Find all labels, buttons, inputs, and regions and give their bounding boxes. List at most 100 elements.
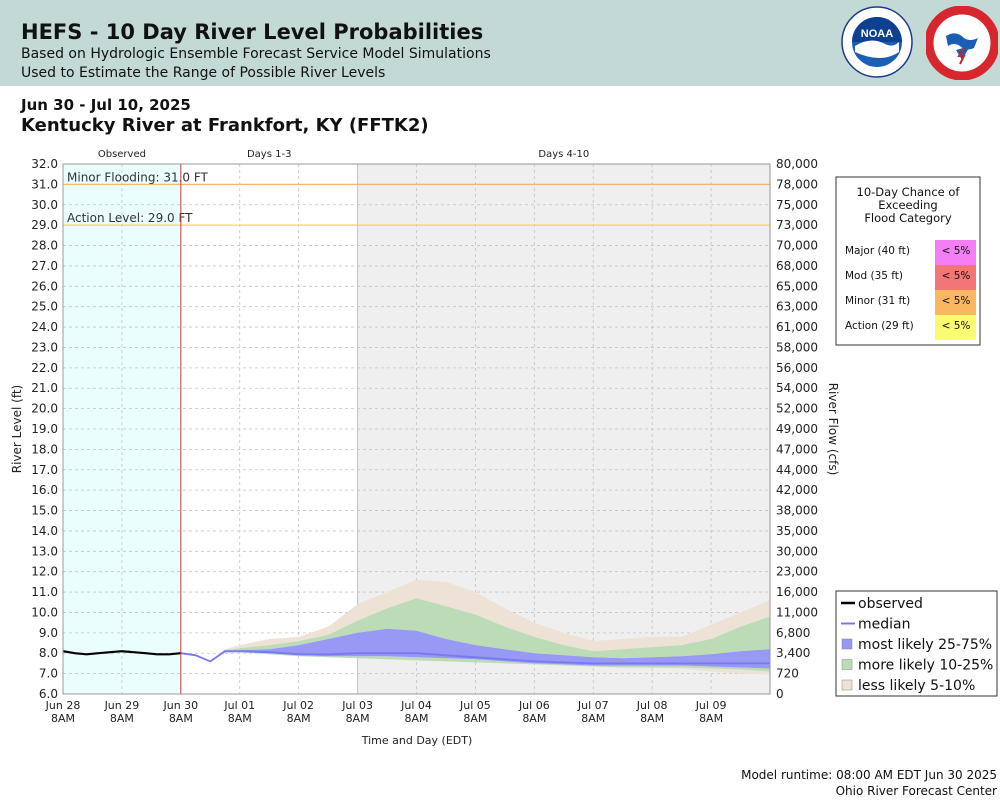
noaa-logo: NOAA xyxy=(841,6,913,78)
observed-line xyxy=(62,650,181,656)
section-label: Days 1-3 xyxy=(247,149,291,160)
y-tick-label: 16.0 xyxy=(31,483,58,497)
y-tick-label: 12.0 xyxy=(31,565,58,579)
y2-tick-label: 54,000 xyxy=(776,381,818,395)
y-tick-label: 19.0 xyxy=(31,422,58,436)
y2-tick-label: 49,000 xyxy=(776,422,818,436)
station-title: Kentucky River at Frankfort, KY (FFTK2) xyxy=(21,115,429,136)
y-tick-label: 14.0 xyxy=(31,524,58,538)
y-tick-label: 6.0 xyxy=(39,687,58,701)
y2-tick-label: 56,000 xyxy=(776,361,818,375)
date-range: Jun 30 - Jul 10, 2025 xyxy=(21,96,191,114)
x-tick-label: Jul 08 xyxy=(636,699,668,712)
y-tick-label: 15.0 xyxy=(31,504,58,518)
legend-band-swatch xyxy=(841,638,853,650)
band-10-25-lower xyxy=(180,652,771,672)
y-tick-label: 10.0 xyxy=(31,605,58,619)
flood-chance-title: Flood Category xyxy=(864,211,952,225)
y-tick-label: 29.0 xyxy=(31,218,58,232)
y-tick-label: 30.0 xyxy=(31,198,58,212)
y-tick-label: 22.0 xyxy=(31,361,58,375)
x-tick-label: Jul 05 xyxy=(459,699,491,712)
x-tick-label: 8AM xyxy=(463,712,487,725)
threshold-label: Action Level: 29.0 FT xyxy=(67,211,193,225)
y-tick-label: 32.0 xyxy=(31,157,58,171)
y2-tick-label: 63,000 xyxy=(776,300,818,314)
nws-logo xyxy=(926,6,998,80)
flood-chance-swatch xyxy=(935,240,976,265)
page-subtitle-2: Used to Estimate the Range of Possible R… xyxy=(21,65,386,81)
y2-tick-label: 65,000 xyxy=(776,279,818,293)
band-25-75 xyxy=(180,628,771,669)
y-tick-label: 24.0 xyxy=(31,320,58,334)
x-tick-label: Jul 04 xyxy=(400,699,432,712)
y2-tick-label: 38,000 xyxy=(776,504,818,518)
x-tick-label: 8AM xyxy=(640,712,664,725)
y-tick-label: 11.0 xyxy=(31,585,58,599)
x-tick-label: 8AM xyxy=(581,712,605,725)
x-tick-label: 8AM xyxy=(522,712,546,725)
y2-tick-label: 80,000 xyxy=(776,157,818,171)
page-subtitle: Based on Hydrologic Ensemble Forecast Se… xyxy=(21,46,491,62)
x-tick-label: 8AM xyxy=(404,712,428,725)
flood-chance-title: Exceeding xyxy=(878,198,937,212)
y2-tick-label: 720 xyxy=(776,667,799,681)
legend-band-swatch xyxy=(841,659,853,670)
flood-category-label: Mod (35 ft) xyxy=(845,270,903,282)
y2-axis-title: River Flow (cfs) xyxy=(826,383,840,476)
y-tick-label: 28.0 xyxy=(31,239,58,253)
x-tick-label: Jun 30 xyxy=(162,699,198,712)
y-tick-label: 9.0 xyxy=(39,626,58,640)
flood-chance-value: < 5% xyxy=(942,320,971,332)
x-tick-label: Jun 28 xyxy=(45,699,81,712)
model-runtime: Model runtime: 08:00 AM EDT Jun 30 2025 xyxy=(741,768,997,782)
x-tick-label: 8AM xyxy=(169,712,193,725)
flood-chance-value: < 5% xyxy=(942,245,971,257)
legend-box xyxy=(835,590,998,697)
flood-chance-title: 10-Day Chance of xyxy=(857,185,961,199)
y2-tick-label: 11,000 xyxy=(776,605,818,619)
y2-tick-label: 52,000 xyxy=(776,402,818,416)
legend-band-swatch xyxy=(841,679,853,691)
flood-chance-swatch xyxy=(935,265,976,290)
legend-label: observed xyxy=(858,596,923,612)
y-tick-label: 21.0 xyxy=(31,381,58,395)
plot-frame xyxy=(62,163,771,695)
flood-category-label: Major (40 ft) xyxy=(845,245,910,257)
x-tick-label: Jul 06 xyxy=(518,699,550,712)
y2-tick-label: 75,000 xyxy=(776,198,818,212)
y2-tick-label: 58,000 xyxy=(776,340,818,354)
y-tick-label: 20.0 xyxy=(31,402,58,416)
legend-label: most likely 25-75% xyxy=(858,637,992,653)
page-title: HEFS - 10 Day River Level Probabilities xyxy=(21,20,484,44)
x-tick-label: 8AM xyxy=(51,712,75,725)
x-tick-label: Jun 29 xyxy=(104,699,140,712)
section-label: Observed xyxy=(98,149,146,160)
y-tick-label: 8.0 xyxy=(39,646,58,660)
x-tick-label: Jul 03 xyxy=(341,699,373,712)
y-tick-label: 26.0 xyxy=(31,279,58,293)
x-tick-label: Jul 07 xyxy=(577,699,609,712)
y2-tick-label: 6,800 xyxy=(776,626,810,640)
y-tick-label: 13.0 xyxy=(31,544,58,558)
median-line xyxy=(180,650,770,665)
x-tick-label: 8AM xyxy=(287,712,311,725)
flood-chance-swatch xyxy=(935,315,976,340)
y-tick-label: 17.0 xyxy=(31,463,58,477)
threshold-label: Minor Flooding: 31.0 FT xyxy=(67,170,209,184)
flood-chance-value: < 5% xyxy=(942,295,971,307)
x-tick-label: 8AM xyxy=(228,712,252,725)
y2-tick-label: 23,000 xyxy=(776,565,818,579)
y2-tick-label: 78,000 xyxy=(776,177,818,191)
band-5-10-upper xyxy=(180,579,771,662)
flood-category-label: Minor (31 ft) xyxy=(845,295,910,307)
y2-tick-label: 68,000 xyxy=(776,259,818,273)
x-tick-label: Jul 02 xyxy=(282,699,314,712)
y2-tick-label: 73,000 xyxy=(776,218,818,232)
y2-tick-label: 70,000 xyxy=(776,239,818,253)
y2-tick-label: 44,000 xyxy=(776,463,818,477)
y2-tick-label: 61,000 xyxy=(776,320,818,334)
y2-tick-label: 0 xyxy=(776,687,784,701)
hydrograph-chart: Minor Flooding: 31.0 FT Action Level: 29.… xyxy=(10,149,998,747)
band-10-25-upper xyxy=(180,598,771,662)
